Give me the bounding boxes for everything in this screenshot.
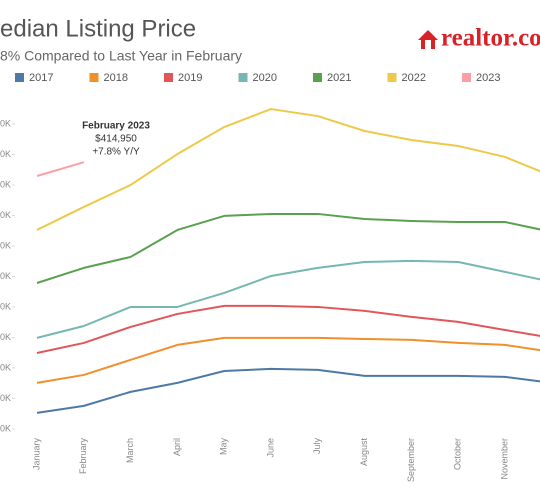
x-tick-label: November [499,438,509,480]
y-tick-label: 0K [0,332,11,342]
series-line [36,108,540,231]
legend-label: 2020 [253,72,277,84]
legend-swatch [89,73,99,82]
logo-icon [418,30,438,49]
chart-subtitle: 8% Compared to Last Year in February [0,48,242,64]
logo: realtor.co [418,25,540,52]
x-tick-label: April [172,438,182,456]
series-line [36,259,540,339]
y-tick-label: 0K [0,271,11,281]
x-tick-label: June [265,438,275,458]
annotation: +7.8% Y/Y [92,147,140,158]
legend-swatch [164,73,173,82]
x-tick-label: March [125,438,135,463]
y-tick-label: 0K [0,179,11,189]
y-tick-label: 0K [0,301,11,311]
legend-label: 2019 [178,72,202,84]
y-tick-label: 0K [0,362,11,372]
y-tick-label: 0K [0,240,11,250]
x-tick-label: February [78,438,88,475]
legend-swatch [462,73,471,82]
legend-label: 2018 [104,72,128,84]
series-line [36,161,85,177]
legend-swatch [15,73,24,82]
y-tick-label: 0K [0,149,11,159]
legend-swatch [238,73,248,82]
logo-door [425,40,431,49]
y-tick-label: 0K [0,423,11,433]
y-tick-label: 0K [0,393,11,403]
series-line [36,336,540,384]
x-tick-label: October [453,438,463,470]
logo-text: realtor.co [441,25,540,52]
legend-swatch [387,73,397,82]
series-line [36,304,540,354]
legend-swatch [313,73,322,82]
x-tick-label: January [31,438,41,471]
y-tick-label: 0K [0,118,11,128]
series-line [36,367,540,414]
legend-label: 2022 [402,72,426,84]
x-tick-label: September [406,438,416,482]
series-line [36,212,540,284]
chart-title: edian Listing Price [0,15,196,42]
annotation: February 2023 [82,121,150,132]
annotation: $414,950 [95,134,137,145]
x-tick-label: July [312,438,322,455]
legend-label: 2023 [476,72,500,84]
legend-label: 2021 [327,72,351,84]
legend-label: 2017 [29,72,53,84]
y-tick-label: 0K [0,210,11,220]
x-tick-label: August [359,438,369,467]
x-tick-label: May [219,438,229,456]
